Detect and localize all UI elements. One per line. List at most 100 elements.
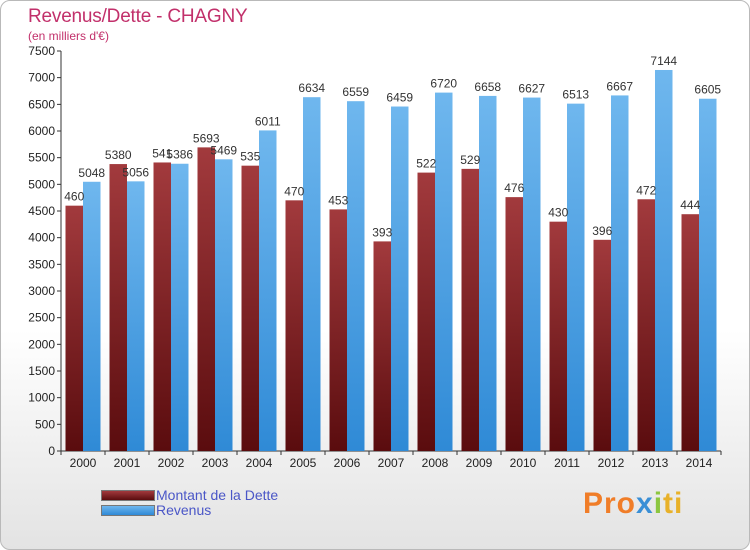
bar-dette <box>373 241 391 451</box>
y-tick-label: 3500 <box>28 257 55 271</box>
data-label-revenus: 5469 <box>210 143 237 157</box>
data-label-revenus: 6459 <box>386 91 413 105</box>
data-label-dette: 529 <box>460 153 480 167</box>
y-tick-label: 4000 <box>28 231 55 245</box>
y-tick-label: 1000 <box>28 391 55 405</box>
data-label-revenus: 5056 <box>122 165 149 179</box>
bar-revenus <box>611 95 629 451</box>
data-label-dette: 522 <box>416 157 436 171</box>
y-tick-label: 3000 <box>28 284 55 298</box>
bar-dette <box>681 214 699 451</box>
legend-swatch-dette <box>101 490 155 501</box>
data-label-dette: 453 <box>328 193 348 207</box>
bar-dette <box>241 165 259 451</box>
data-label-dette: 460 <box>64 190 84 204</box>
data-label-revenus: 7144 <box>650 54 677 68</box>
bar-revenus <box>347 101 365 451</box>
x-tick-label: 2003 <box>202 456 229 470</box>
data-label-revenus: 6720 <box>430 77 457 91</box>
x-tick-label: 2001 <box>114 456 141 470</box>
data-label-revenus: 6658 <box>474 80 501 94</box>
data-label-revenus: 6634 <box>298 81 325 95</box>
data-label-revenus: 5048 <box>78 166 105 180</box>
bar-revenus <box>699 98 717 451</box>
bar-revenus <box>479 95 497 451</box>
bar-dette <box>285 200 303 451</box>
bar-dette <box>505 197 523 451</box>
bar-revenus <box>303 97 321 451</box>
data-label-revenus: 6513 <box>562 88 589 102</box>
x-tick-label: 2002 <box>158 456 185 470</box>
bar-revenus <box>215 159 233 451</box>
y-tick-label: 500 <box>35 417 55 431</box>
data-label-dette: 393 <box>372 225 392 239</box>
data-label-dette: 430 <box>548 206 568 220</box>
bar-dette <box>549 221 567 451</box>
bar-revenus <box>391 106 409 452</box>
bar-dette <box>461 168 479 451</box>
bar-revenus <box>259 130 277 451</box>
x-tick-label: 2010 <box>510 456 537 470</box>
bar-dette <box>197 147 215 451</box>
bar-dette <box>637 199 655 451</box>
data-label-dette: 476 <box>504 181 524 195</box>
bar-revenus <box>435 92 453 451</box>
data-label-dette: 470 <box>284 184 304 198</box>
data-label-revenus: 6559 <box>342 85 369 99</box>
x-tick-label: 2006 <box>334 456 361 470</box>
x-tick-label: 2000 <box>70 456 97 470</box>
y-tick-label: 1500 <box>28 364 55 378</box>
legend-swatch-revenus <box>101 505 155 516</box>
y-tick-label: 2500 <box>28 311 55 325</box>
bar-revenus <box>523 97 541 451</box>
data-label-revenus: 6627 <box>518 82 545 96</box>
y-tick-label: 5500 <box>28 151 55 165</box>
bar-revenus <box>171 163 189 451</box>
x-tick-label: 2013 <box>642 456 669 470</box>
data-label-dette: 396 <box>592 224 612 238</box>
bar-revenus <box>127 181 145 451</box>
y-tick-label: 6000 <box>28 124 55 138</box>
y-tick-label: 6500 <box>28 97 55 111</box>
data-label-dette: 444 <box>680 198 700 212</box>
y-tick-label: 4500 <box>28 204 55 218</box>
legend-label-dette: Montant de la Dette <box>156 487 279 503</box>
x-tick-label: 2004 <box>246 456 273 470</box>
data-label-revenus: 6667 <box>606 79 633 93</box>
bar-dette <box>329 209 347 451</box>
bar-dette <box>153 162 171 451</box>
x-tick-label: 2011 <box>554 456 580 470</box>
chart-title: Revenus/Dette - CHAGNY <box>28 6 248 27</box>
bar-revenus <box>655 69 673 451</box>
data-label-dette: 541 <box>152 146 172 160</box>
x-tick-label: 2007 <box>378 456 405 470</box>
bars <box>65 69 717 452</box>
data-label-dette: 5380 <box>105 148 132 162</box>
data-label-revenus: 6605 <box>694 83 721 97</box>
legend-label-revenus: Revenus <box>156 502 212 518</box>
x-tick-label: 2005 <box>290 456 317 470</box>
y-tick-label: 0 <box>48 444 55 458</box>
bar-dette <box>417 172 435 451</box>
proxiti-logo: Proxiti <box>583 487 684 520</box>
x-tick-label: 2008 <box>422 456 449 470</box>
bar-revenus <box>567 103 585 451</box>
x-tick-label: 2012 <box>598 456 625 470</box>
data-label-revenus: 6011 <box>255 114 281 128</box>
data-label-dette: 472 <box>636 183 656 197</box>
y-tick-label: 7500 <box>28 44 55 58</box>
bar-dette <box>593 239 611 451</box>
bar-revenus <box>83 181 101 452</box>
data-labels: 460 5380 541 5693 535 470 453 393 522 529 476 430 39… <box>64 54 721 239</box>
x-tick-label: 2014 <box>686 456 713 470</box>
bar-dette <box>65 205 83 451</box>
bar-dette <box>109 164 127 452</box>
y-tick-label: 5000 <box>28 177 55 191</box>
chart-subtitle: (en milliers d'€) <box>28 29 109 43</box>
data-label-dette: 535 <box>240 150 260 164</box>
data-label-revenus: 5386 <box>166 148 193 162</box>
data-label-dette: 5693 <box>193 131 220 145</box>
y-tick-label: 2000 <box>28 337 55 351</box>
